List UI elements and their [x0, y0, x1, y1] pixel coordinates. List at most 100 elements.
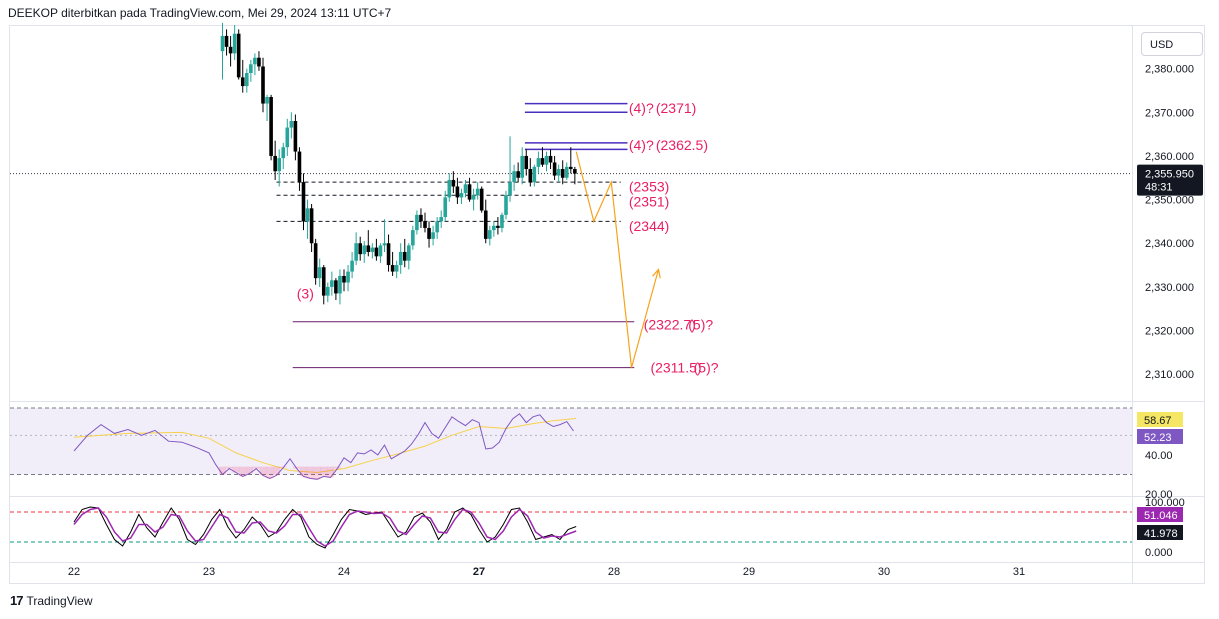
time-tick-label: 28 — [608, 566, 620, 578]
candle-body — [281, 147, 286, 159]
candle-body — [528, 169, 533, 183]
candle — [386, 234, 391, 272]
candle-body — [240, 77, 245, 87]
candle-body — [544, 155, 549, 165]
annotations: (4)? (2371)(4)? (2362.5)(2353)(2351)(2344)… — [297, 100, 719, 376]
candle — [362, 241, 367, 263]
candle-body — [394, 265, 399, 272]
candle — [496, 217, 500, 235]
candle — [277, 149, 281, 187]
candle — [253, 53, 257, 76]
indicator-value-tag — [1137, 507, 1183, 522]
indicator-value-tag — [1137, 412, 1183, 427]
candle-body — [548, 155, 553, 163]
rsi-band — [10, 408, 1132, 475]
candle — [273, 140, 277, 180]
candle — [471, 188, 476, 211]
candle-body — [483, 210, 488, 239]
candle — [573, 166, 577, 185]
candle-body — [313, 243, 318, 279]
candle — [228, 35, 233, 67]
candle-body — [378, 245, 383, 257]
projection — [575, 151, 661, 368]
candle-body — [411, 230, 415, 246]
candle — [500, 212, 504, 233]
stoch-d-series — [73, 507, 577, 547]
wave-label: (2351) — [629, 193, 669, 209]
candle — [415, 210, 419, 235]
chart-border — [9, 25, 1205, 584]
indicator-value-tag — [1137, 429, 1183, 444]
candle-body — [479, 188, 484, 211]
wave-label: (2353) — [629, 178, 669, 194]
candle-body — [354, 243, 358, 261]
candle-body — [334, 280, 338, 294]
price-tick-label: 2,340.000 — [1145, 238, 1194, 250]
candle-body — [471, 195, 476, 200]
candle-body — [488, 230, 492, 239]
candle — [524, 149, 529, 176]
candle — [532, 164, 537, 187]
candle-body — [390, 265, 395, 272]
candle — [419, 208, 423, 228]
candle — [257, 51, 261, 71]
candle-body — [317, 267, 322, 279]
candle — [423, 212, 427, 233]
candle-body — [293, 121, 298, 152]
candle — [382, 219, 387, 252]
candle-body — [362, 245, 367, 255]
candle — [492, 221, 496, 237]
time-tick-label: 22 — [68, 566, 80, 578]
tradingview-logo-icon: 17 — [10, 593, 24, 608]
candle-body — [289, 121, 294, 128]
candle — [479, 186, 484, 213]
candle-body — [338, 275, 342, 294]
wave-label: (2311.5) — [650, 360, 701, 376]
indicator-value-label: 51.046 — [1144, 510, 1178, 522]
currency-selector[interactable]: USD — [1141, 32, 1203, 56]
candle-body — [467, 184, 472, 200]
candle-body — [569, 166, 573, 170]
projection-path — [575, 151, 660, 368]
candle — [261, 57, 265, 113]
candle-body — [435, 221, 439, 233]
publish-header: DEEKOP diterbitkan pada TradingView.com,… — [8, 6, 392, 20]
candle — [512, 164, 516, 191]
price-levels — [276, 102, 635, 369]
candle — [516, 162, 520, 183]
trading-chart[interactable]: (4)? (2371)(4)? (2362.5)(2353)(2351)(2344)… — [0, 0, 1219, 590]
candle — [346, 265, 350, 292]
candle — [544, 151, 549, 172]
candle-body — [398, 251, 403, 266]
candle-body — [573, 169, 577, 174]
candle-body — [415, 214, 419, 231]
candle — [520, 147, 524, 185]
candle — [366, 230, 371, 257]
candle — [245, 68, 249, 93]
candle — [297, 147, 302, 191]
candle — [370, 243, 375, 259]
candle-body — [273, 155, 277, 172]
time-tick-label: 29 — [743, 566, 755, 578]
candle-body — [536, 158, 541, 167]
candle-body — [524, 155, 529, 170]
candle — [451, 171, 456, 194]
candle-body — [350, 260, 354, 272]
candle-body — [245, 73, 249, 87]
candle — [330, 271, 334, 296]
candle — [293, 114, 298, 161]
price-tick-label: 2,360.000 — [1145, 151, 1194, 163]
footer-brand[interactable]: TradingView — [26, 593, 93, 608]
candle-body — [232, 33, 237, 54]
candle-body — [560, 169, 565, 178]
last-price-label: 2,355.950 — [1145, 169, 1194, 181]
rsi-tick-label: 40.00 — [1145, 450, 1173, 462]
candle-body — [552, 162, 557, 176]
candle-body — [431, 232, 435, 239]
candle — [564, 162, 569, 180]
candle — [232, 25, 237, 60]
candle — [309, 203, 314, 252]
candle-body — [564, 166, 569, 178]
candle — [459, 188, 464, 204]
price-tick-label: 2,310.000 — [1145, 369, 1194, 381]
